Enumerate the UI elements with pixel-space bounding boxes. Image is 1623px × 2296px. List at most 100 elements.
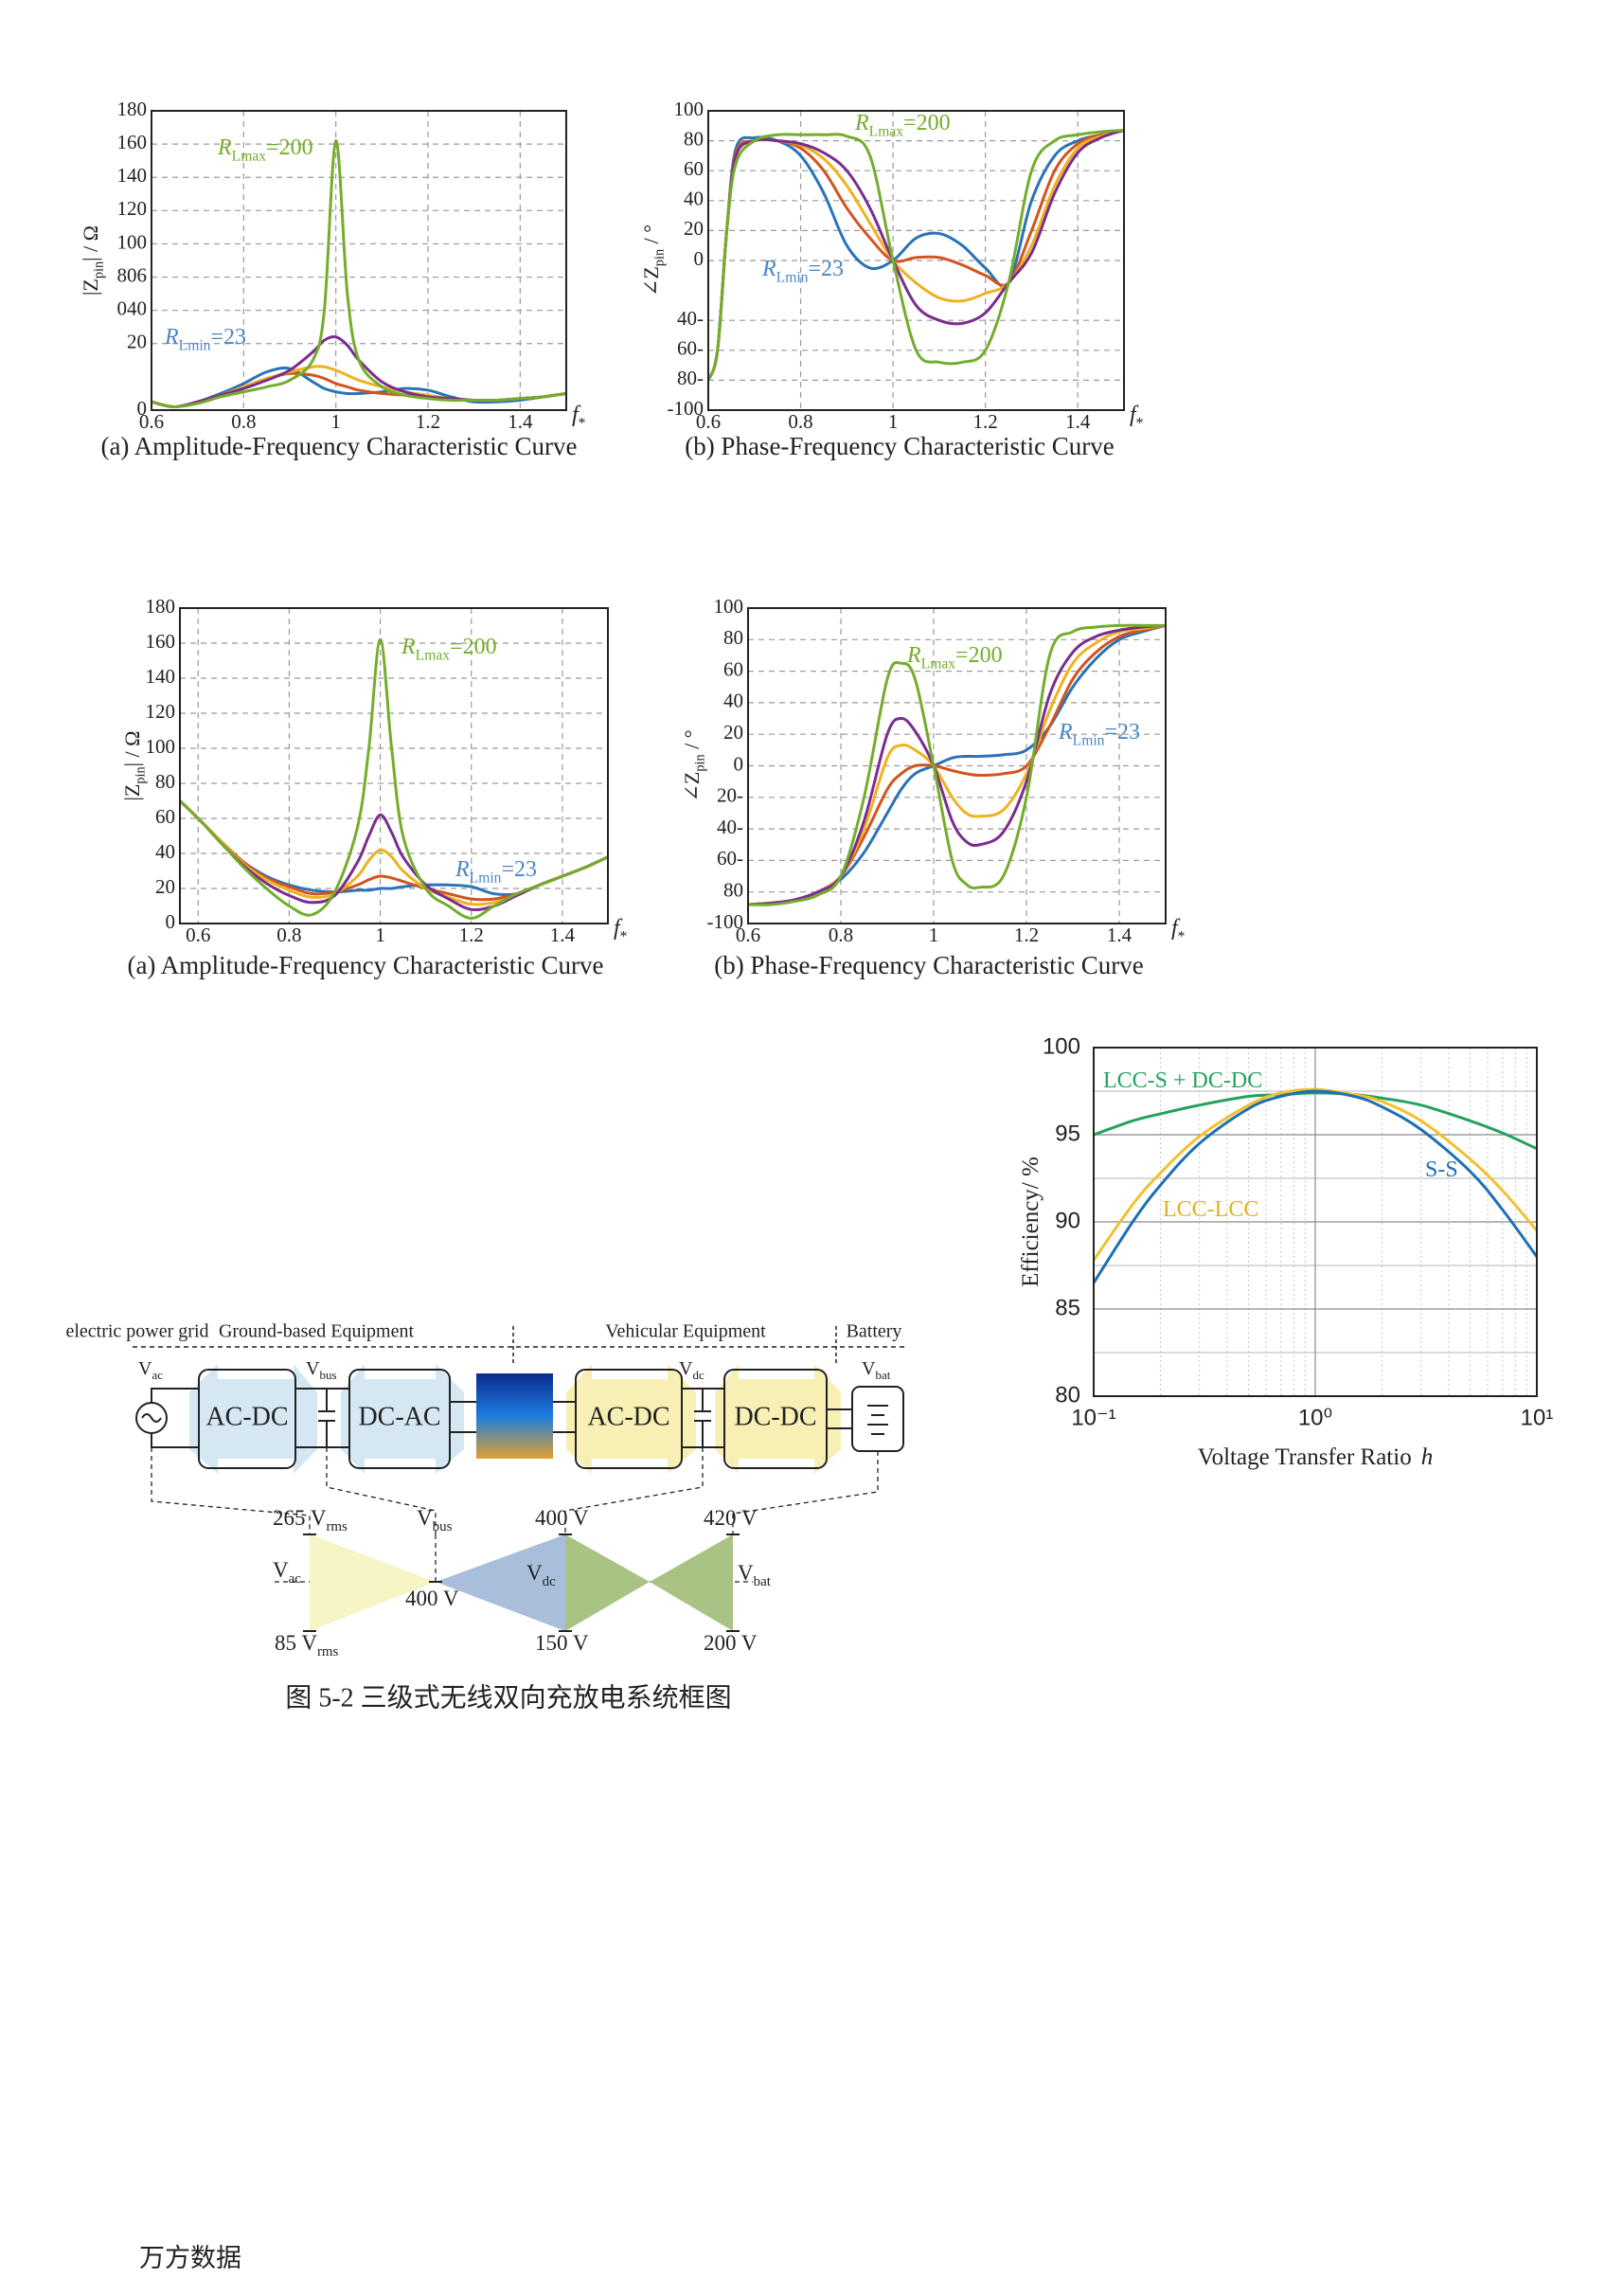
y-tick-label: 80-	[677, 367, 704, 389]
y-axis-label-part: | / Ω	[120, 731, 144, 767]
y-tick-label: 80	[684, 127, 704, 150]
node-label: Vbus	[306, 1358, 337, 1382]
level-label: Vdc	[526, 1561, 556, 1589]
annotation-part: =200	[266, 135, 313, 160]
x-axis-label-part: *	[579, 415, 586, 431]
annotation: RLmax=200	[906, 643, 1003, 672]
level-label: 400 V	[405, 1587, 459, 1610]
annotation-part: R	[854, 111, 869, 135]
x-tick-label: 0.6	[139, 410, 164, 433]
figure-caption: (a) Amplitude-Frequency Characteristic C…	[100, 432, 577, 460]
data-line	[708, 129, 1124, 381]
y-tick-label: 0	[734, 752, 744, 775]
diagram: electric power grid Ground-based Equipmen…	[65, 1321, 901, 1713]
y-tick-label: 80	[155, 770, 175, 793]
level-label-part: rms	[326, 1519, 348, 1534]
y-tick-label: 40	[684, 188, 704, 210]
annotation-part: R	[401, 635, 416, 659]
figure-caption: (b) Phase-Frequency Characteristic Curve	[685, 432, 1115, 460]
y-tick-label: 100	[146, 735, 176, 758]
data-line	[708, 129, 1124, 381]
node-label-part: bus	[319, 1368, 336, 1382]
data-line	[180, 637, 608, 920]
x-tick-label: 1	[888, 410, 899, 433]
y-axis-label: ∠Zpin / °	[639, 224, 668, 296]
y-axis-label-part: |Z	[79, 278, 102, 296]
chart: -100 80 60- 40- 20- 0 20 40 60 80 100 0.6 0.8 1 1.2 1.4…	[680, 595, 1186, 979]
node-label-part: ac	[152, 1368, 163, 1382]
level-label: Vac	[273, 1558, 301, 1587]
y-tick-label: 140	[146, 665, 176, 688]
x-tick-label: 0.6	[186, 924, 210, 946]
y-tick-label: 040	[117, 296, 148, 319]
level-label-part: bus	[433, 1519, 453, 1534]
block-label: AC-DC	[587, 1402, 669, 1431]
y-axis-label-part: pin	[652, 249, 668, 266]
plot-frame	[707, 110, 1125, 411]
annotation: RLmax=200	[401, 635, 497, 663]
y-tick-label: 40-	[677, 307, 704, 330]
annotation: LCC-LCC	[1163, 1197, 1258, 1222]
data-line	[1094, 1087, 1537, 1262]
level-label-part: bat	[754, 1574, 772, 1589]
level-label-part: 420 V	[704, 1506, 758, 1530]
annotation-part: R	[164, 325, 179, 350]
plot-frame	[747, 607, 1167, 924]
x-axis-label-part: h	[1421, 1444, 1434, 1470]
y-tick-label: 20	[127, 331, 147, 353]
x-tick-label: 1	[929, 924, 939, 946]
data-line	[180, 799, 608, 911]
data-line	[708, 129, 1124, 381]
section-label: Ground-based Equipment	[219, 1321, 415, 1342]
y-tick-label: 140	[117, 164, 148, 187]
data-line	[748, 623, 1166, 906]
chart: -100 80- 60- 40- 0 20 40 60 80 100 0.6 0.8 1 1.2 1.4 f*…	[639, 98, 1144, 460]
level-label: 265 Vrms	[273, 1506, 348, 1534]
block-label: DC-AC	[358, 1402, 440, 1431]
y-axis-label-part: pin	[134, 766, 149, 783]
annotation-part: =23	[210, 325, 246, 350]
plot-frame	[179, 607, 609, 924]
x-tick-label: 10⁰	[1298, 1405, 1332, 1430]
annotation-part: Lmin	[776, 269, 809, 285]
y-axis-label: ∠Zpin / °	[680, 729, 708, 801]
y-axis-label-part: pin	[92, 261, 107, 278]
annotation-part: =200	[450, 635, 497, 659]
data-line	[748, 623, 1166, 906]
level-label-part: 200 V	[704, 1631, 758, 1655]
node-label: Vbat	[862, 1358, 891, 1382]
x-tick-label: 1.2	[1014, 924, 1039, 946]
y-tick-label: 90	[1055, 1208, 1080, 1233]
x-axis-label: f*	[1171, 916, 1186, 944]
y-tick-label: -100	[668, 397, 704, 420]
y-tick-label: 85	[1055, 1295, 1080, 1320]
x-tick-label: 1	[375, 924, 385, 946]
y-tick-label: 180	[117, 98, 148, 120]
node-label: Vdc	[679, 1358, 704, 1382]
annotation-part: R	[1058, 720, 1073, 744]
plot-frame	[151, 110, 567, 411]
x-tick-label: 1.2	[459, 924, 484, 946]
annotation-part: Lmin	[1073, 732, 1105, 748]
x-axis-label: f*	[614, 916, 628, 944]
x-axis-label-part: f	[1130, 403, 1139, 427]
x-axis-label-part: f	[614, 916, 623, 941]
y-tick-label: 120	[117, 197, 148, 220]
node-label-part: V	[306, 1358, 320, 1379]
annotation-part: Lmax	[921, 655, 956, 672]
y-axis-label-part: pin	[693, 754, 708, 771]
level-label-part: 85 V	[275, 1631, 317, 1655]
y-tick-label: 0	[694, 247, 704, 270]
annotation-part: LCC-S + DC-DC	[1103, 1068, 1262, 1093]
section-label: Battery	[847, 1321, 902, 1342]
y-tick-label: 60-	[677, 337, 704, 360]
level-label-part: 265 V	[273, 1506, 327, 1530]
y-tick-label: 80	[723, 879, 743, 902]
y-tick-label: 0	[166, 910, 176, 933]
x-tick-label: 1.2	[416, 410, 440, 433]
x-axis-label-part: Voltage Transfer Ratio	[1198, 1444, 1412, 1470]
data-line	[748, 623, 1166, 906]
data-line	[1094, 1089, 1537, 1284]
y-axis-label-part: | / Ω	[79, 225, 102, 261]
